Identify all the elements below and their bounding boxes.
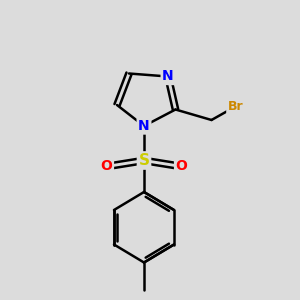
- Text: O: O: [176, 160, 188, 173]
- Text: N: N: [162, 70, 174, 83]
- Text: N: N: [138, 119, 150, 133]
- Text: O: O: [100, 160, 112, 173]
- Text: Br: Br: [228, 100, 243, 113]
- Text: S: S: [139, 153, 149, 168]
